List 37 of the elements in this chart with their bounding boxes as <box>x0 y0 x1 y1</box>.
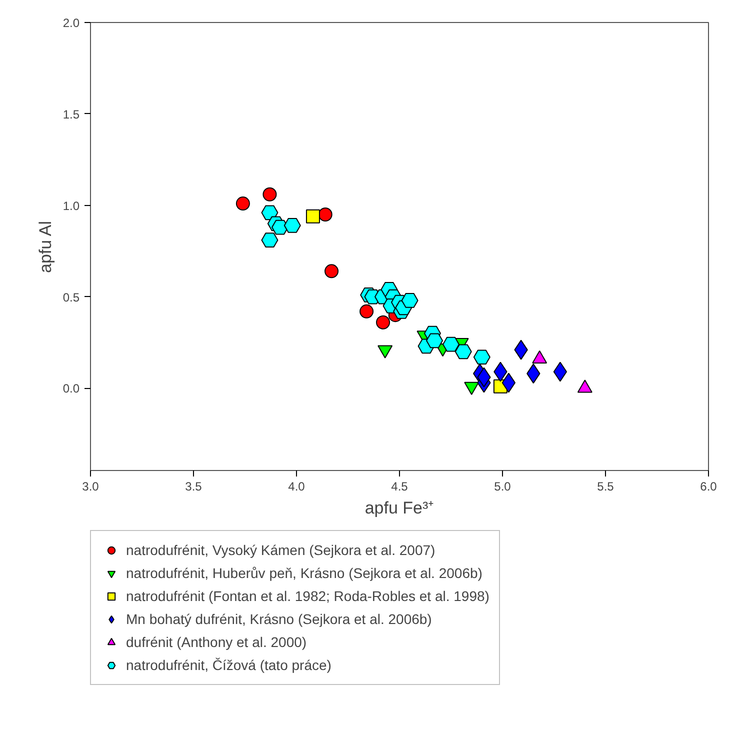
legend-label: natrodufrénit, Huberův peň, Krásno (Sejkora et al. 2006b) <box>126 564 482 582</box>
x-tick-label: 5.0 <box>494 480 512 494</box>
point <box>262 187 277 202</box>
x-tick-label: 5.5 <box>597 480 614 494</box>
point <box>261 232 278 248</box>
point <box>376 315 390 330</box>
y-tick-label: 1.0 <box>62 198 80 213</box>
point <box>502 372 516 393</box>
y-tick-label: 0.0 <box>62 382 80 396</box>
legend-label: natrodufrénit, Čížová (tato práce) <box>126 656 332 674</box>
point <box>284 218 301 233</box>
x-tick-label: 6.0 <box>700 480 718 494</box>
x-tick-label: 4.0 <box>288 480 306 494</box>
point <box>306 209 320 224</box>
legend-label: Mn bohatý dufrénit, Krásno (Sejkora et al. 2006b) <box>126 610 432 628</box>
y-axis-title: apfu Al <box>36 220 55 273</box>
point <box>401 293 418 308</box>
legend-label: natrodufrénit (Fontan et al. 1982; Roda-Robles et al. 1998) <box>126 587 490 605</box>
x-tick-label: 3.0 <box>82 480 100 494</box>
point <box>442 336 460 352</box>
point <box>360 304 374 318</box>
point <box>236 196 250 211</box>
point <box>261 205 278 220</box>
point <box>318 208 332 222</box>
point <box>553 362 568 382</box>
point <box>324 264 339 278</box>
point <box>473 350 490 365</box>
legend-label: natrodufrénit, Vysoký Kámen (Sejkora et al. 2007) <box>126 541 436 559</box>
y-tick-label: 1.5 <box>62 107 80 122</box>
legend-label: dufrénit (Anthony et al. 2000) <box>126 633 307 651</box>
y-tick-label: 0.5 <box>62 290 80 304</box>
x-tick-label: 3.5 <box>185 480 202 494</box>
x-tick-label: 4.5 <box>391 480 408 494</box>
x-axis-title: apfu Fe³⁺ <box>364 498 434 518</box>
point <box>454 344 472 360</box>
y-tick-label: 2.0 <box>62 16 80 30</box>
point <box>426 333 444 348</box>
